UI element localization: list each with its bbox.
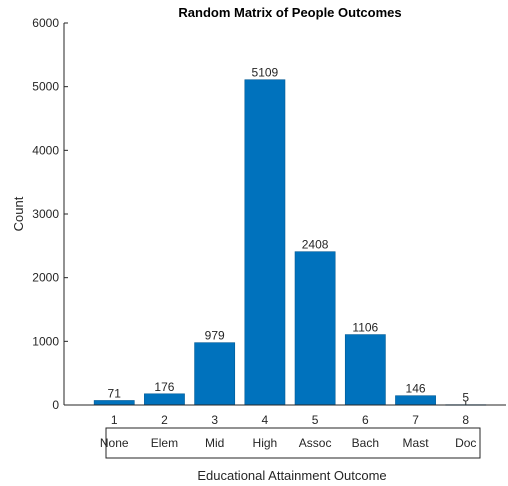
category-label: Assoc [299, 436, 332, 450]
category-label: Bach [352, 436, 379, 450]
x-tick-label: 1 [111, 413, 118, 427]
y-tick-label: 5000 [32, 80, 59, 94]
bar [244, 79, 286, 406]
bar [144, 393, 185, 406]
data-label: 5 [462, 391, 469, 405]
category-label: Mid [205, 436, 224, 450]
bar [395, 395, 436, 406]
data-label: 71 [108, 386, 122, 400]
bar [344, 334, 386, 406]
data-label: 146 [406, 382, 426, 396]
category-label-box: None Elem Mid High Assoc Bach Mast Doc [100, 427, 481, 459]
bars [93, 79, 487, 406]
chart-title: Random Matrix of People Outcomes [178, 5, 401, 20]
data-label: 176 [154, 380, 174, 394]
x-axis-title: Educational Attainment Outcome [197, 468, 386, 483]
y-tick-label: 3000 [32, 207, 59, 221]
x-tick-label: 8 [462, 413, 469, 427]
y-axis-title: Count [11, 196, 26, 231]
category-label: Mast [403, 436, 430, 450]
data-label: 1106 [352, 321, 378, 335]
x-tick-label: 5 [312, 413, 319, 427]
data-label: 2408 [302, 238, 329, 252]
category-label: High [253, 436, 278, 450]
data-labels: 71 176 979 5109 2408 1106 146 5 [108, 66, 470, 405]
x-tick-label: 7 [412, 413, 419, 427]
x-tick-label: 3 [211, 413, 218, 427]
x-tick-label: 6 [362, 413, 369, 427]
category-label: None [100, 436, 129, 450]
axes [63, 23, 506, 406]
y-tick-label: 6000 [32, 16, 59, 30]
bar [294, 251, 336, 406]
y-tick-label: 1000 [32, 334, 59, 348]
y-tick-label: 0 [52, 398, 59, 412]
data-label: 979 [205, 329, 225, 343]
bar [93, 400, 135, 406]
x-tick-label: 4 [262, 413, 269, 427]
category-box-frame [105, 427, 481, 459]
category-label: Elem [151, 436, 178, 450]
y-tick-label: 4000 [32, 143, 59, 157]
x-tick-label: 2 [161, 413, 168, 427]
y-tick-label: 2000 [32, 271, 59, 285]
bar [194, 342, 236, 406]
category-label: Doc [455, 436, 476, 450]
data-label: 5109 [252, 66, 279, 80]
